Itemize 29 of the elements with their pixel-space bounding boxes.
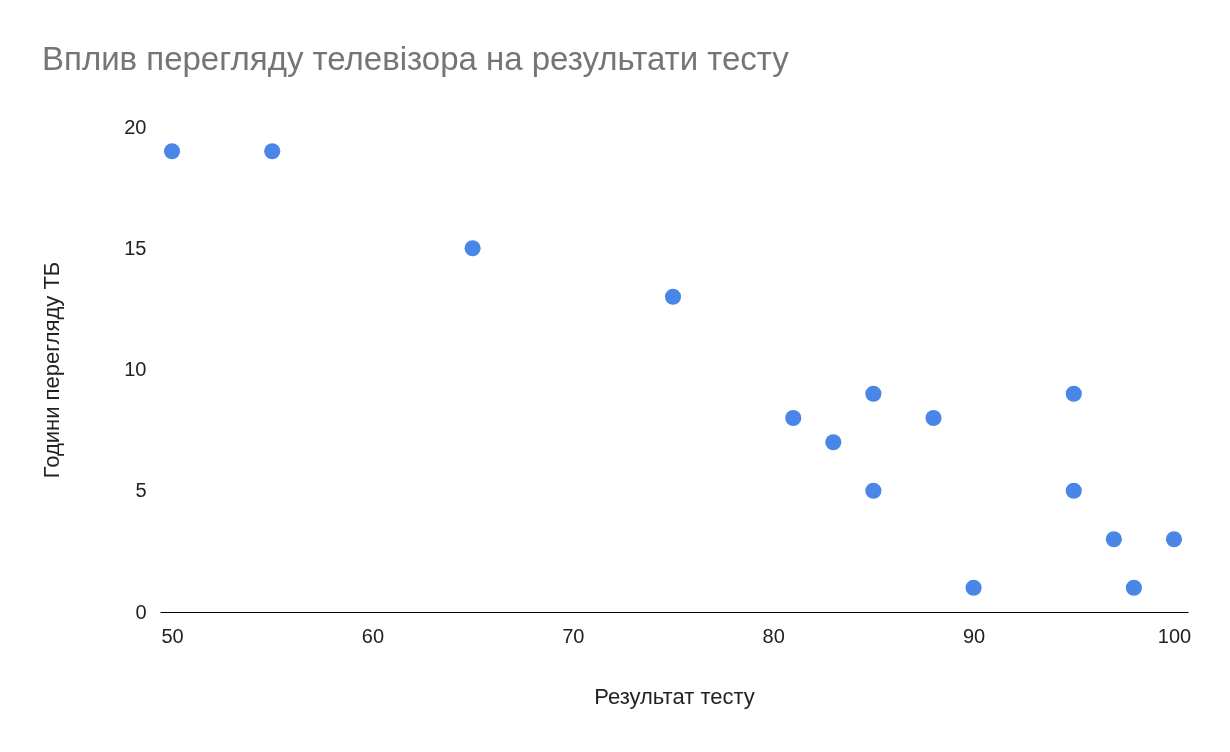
y-tick-label: 20 [124,115,147,138]
x-tick-label: 90 [962,624,986,647]
y-tick-label: 5 [135,479,147,502]
x-axis-title: Результат тесту [594,683,755,709]
x-tick-label: 100 [1157,624,1192,647]
point [1065,482,1082,499]
y-tick-label: 10 [124,358,147,380]
x-tick-label: 70 [562,624,585,647]
point [1165,531,1183,548]
point [1125,579,1142,596]
point [664,288,682,305]
point [965,579,982,596]
point [865,482,882,499]
x-tick-label: 60 [361,624,385,647]
point [1065,385,1082,402]
point [163,143,181,160]
y-tick-label: 15 [124,236,147,259]
x-tick-label: 80 [762,624,785,647]
point [865,385,882,402]
point [264,143,281,160]
point [925,409,942,427]
point [1105,531,1122,548]
chart-title: Вплив перегляду телевізора на результати тесту [42,40,790,77]
y-axis-title: Години перегляду ТБ [39,261,65,479]
point [464,240,481,257]
point [825,434,842,451]
y-tick-label: 0 [135,600,147,623]
x-tick-label: 50 [161,624,184,647]
point [785,409,802,427]
